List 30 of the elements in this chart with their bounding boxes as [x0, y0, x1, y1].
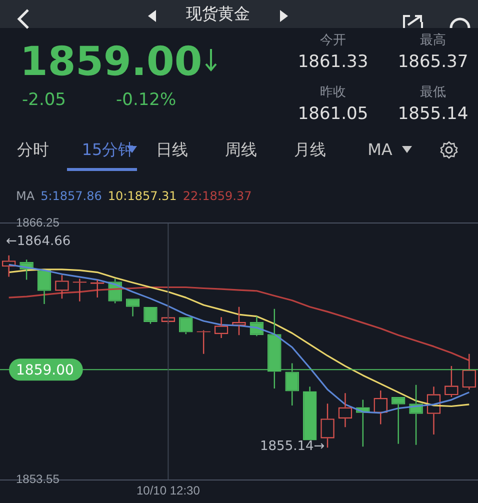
text: 22:1859.37 — [182, 189, 252, 203]
text: 1861.33 — [298, 52, 368, 72]
text: 1865.37 — [398, 52, 468, 72]
text: -0.12% — [116, 90, 176, 110]
text: 最高 — [420, 33, 446, 48]
text: 今开 — [320, 33, 346, 48]
text: 1855.14 — [398, 104, 468, 124]
candlestick — [302, 386, 317, 440]
text: 1859.00 — [20, 39, 202, 85]
text: 周线 — [225, 140, 257, 159]
candlestick — [37, 269, 52, 305]
text: MA — [368, 140, 392, 159]
legend-title: MA — [16, 189, 35, 203]
text: 10:1857.31 — [108, 189, 177, 203]
text: 月线 — [294, 140, 326, 159]
annotation: 1855.14→ — [260, 439, 325, 454]
text: 昨收 — [320, 85, 346, 100]
text: 1861.05 — [298, 104, 368, 124]
text: 分时 — [17, 140, 49, 159]
chart-title: 现货黄金 — [186, 4, 250, 23]
y-tick-label: 1853.55 — [16, 472, 60, 486]
ref-line-label: 1859.00 — [16, 362, 74, 378]
y-tick-label: 1866.25 — [16, 216, 60, 230]
text: 5:1857.86 — [40, 189, 102, 203]
candlestick — [391, 396, 406, 444]
text: -2.05 — [22, 90, 66, 110]
x-tick-label: 10/10 12:30 — [136, 483, 200, 498]
annotation: ←1864.66 — [6, 234, 71, 249]
text: 日线 — [156, 140, 188, 159]
text: 最低 — [420, 85, 446, 100]
